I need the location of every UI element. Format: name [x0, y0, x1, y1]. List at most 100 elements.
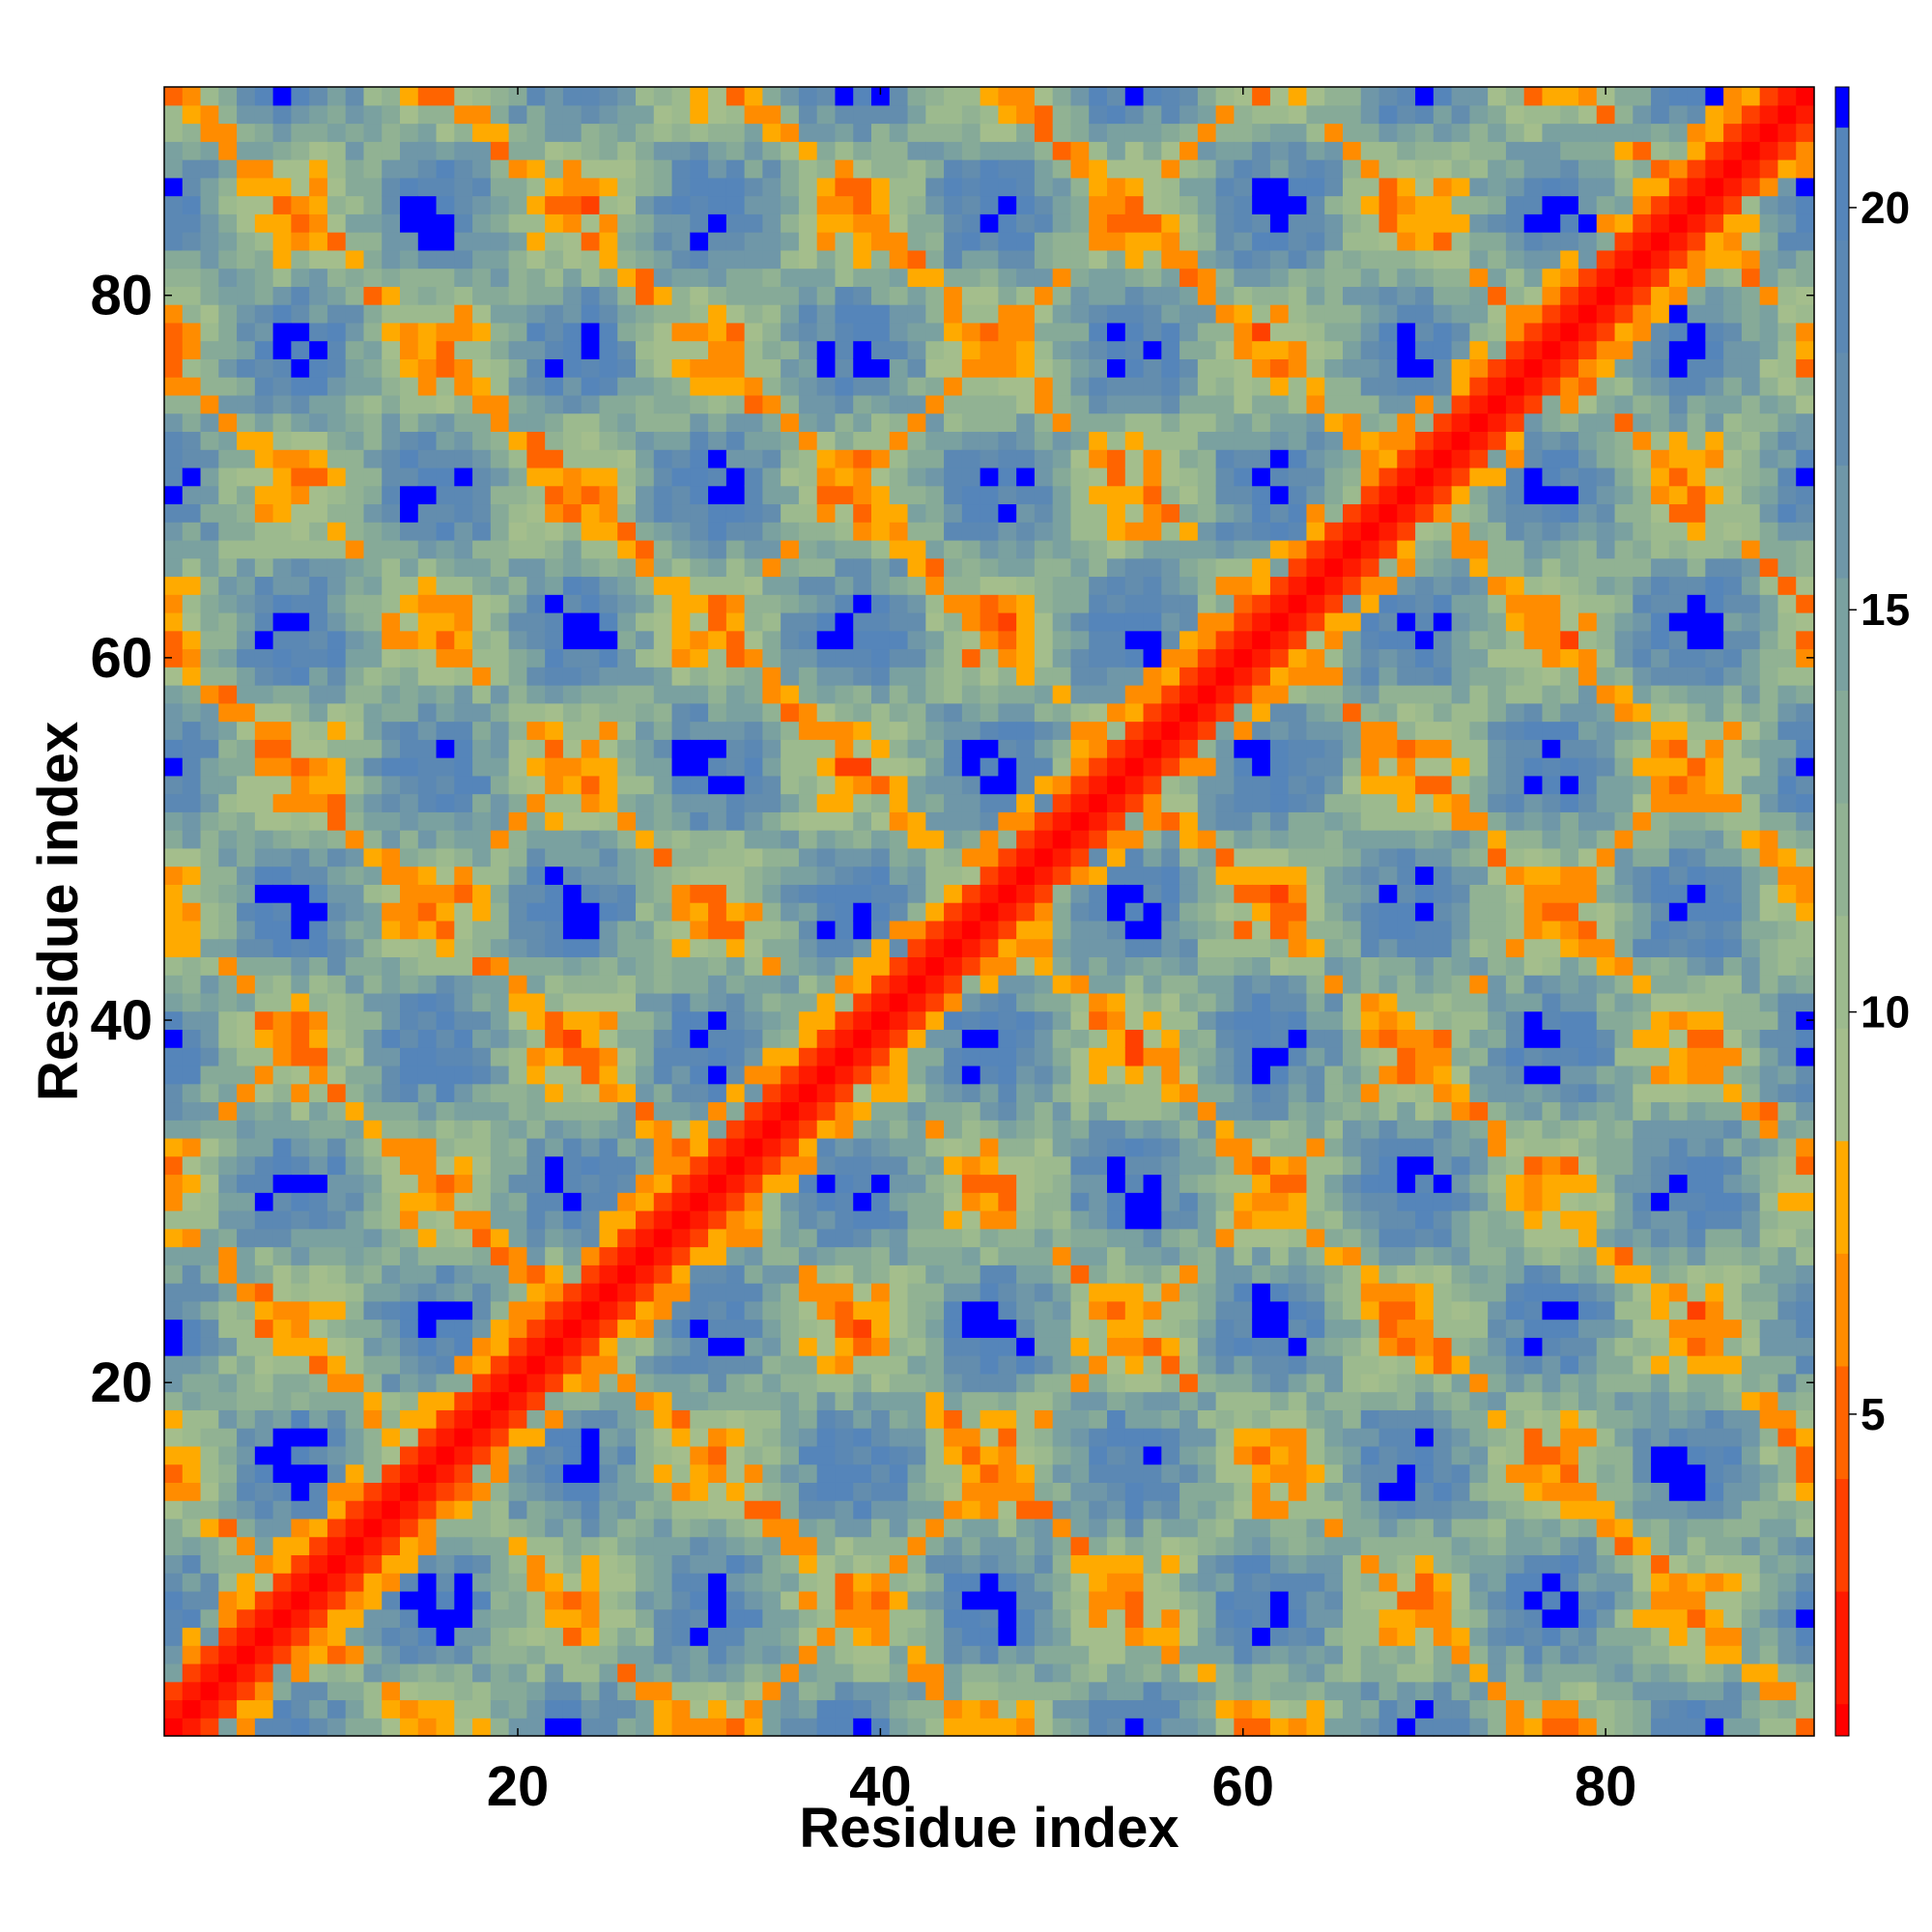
heatmap-cell: [708, 340, 727, 359]
heatmap-cell: [327, 358, 347, 378]
heatmap-cell: [653, 195, 673, 214]
heatmap-cell: [272, 449, 292, 469]
heatmap-cell: [182, 1192, 202, 1211]
heatmap-cell: [599, 503, 618, 523]
heatmap-cell: [400, 1264, 419, 1284]
heatmap-cell: [472, 1699, 492, 1719]
heatmap-cell: [708, 667, 727, 686]
heatmap-cell: [944, 1482, 963, 1501]
heatmap-cell: [218, 503, 238, 523]
heatmap-cell: [400, 1409, 419, 1429]
heatmap-cell: [835, 394, 854, 414]
heatmap-cell: [944, 811, 963, 831]
heatmap-cell: [291, 539, 310, 559]
heatmap-cell: [490, 721, 510, 740]
heatmap-cell: [944, 304, 963, 324]
heatmap-cell: [617, 485, 637, 505]
heatmap-cell: [781, 1718, 800, 1737]
heatmap-cell: [636, 1210, 655, 1230]
heatmap-cell: [254, 1120, 274, 1139]
heatmap-cell: [925, 503, 945, 523]
heatmap-cell: [798, 123, 818, 142]
heatmap-cell: [545, 1319, 564, 1338]
heatmap-cell: [636, 685, 655, 704]
heatmap-cell: [744, 920, 763, 940]
heatmap-cell: [382, 721, 401, 740]
heatmap-cell: [508, 884, 527, 903]
heatmap-cell: [454, 213, 473, 233]
heatmap-cell: [272, 902, 292, 922]
heatmap-cell: [472, 123, 492, 142]
heatmap-cell: [164, 1283, 184, 1302]
heatmap-cell: [1107, 557, 1126, 578]
heatmap-cell: [363, 1137, 383, 1157]
heatmap-cell: [490, 1319, 510, 1338]
heatmap-cell: [1016, 594, 1036, 613]
heatmap-cell: [907, 286, 926, 305]
heatmap-cell: [164, 539, 184, 559]
heatmap-cell: [744, 1137, 763, 1157]
heatmap-cell: [562, 1608, 582, 1629]
heatmap-cell: [254, 938, 274, 957]
heatmap-cell: [1034, 1608, 1054, 1629]
heatmap-cell: [218, 1210, 238, 1230]
heatmap-cell: [182, 1627, 202, 1646]
heatmap-cell: [237, 1718, 256, 1737]
heatmap-cell: [164, 249, 184, 270]
heatmap-cell: [690, 1718, 709, 1737]
heatmap-cell: [309, 920, 328, 940]
heatmap-cell: [363, 377, 383, 396]
heatmap-cell: [345, 1699, 365, 1719]
heatmap-cell: [1107, 213, 1126, 233]
heatmap-cell: [1143, 1120, 1162, 1139]
heatmap-cell: [708, 503, 727, 523]
heatmap-cell: [345, 576, 365, 595]
heatmap-cell: [1016, 1573, 1036, 1592]
heatmap-cell: [1016, 1718, 1036, 1737]
heatmap-cell: [653, 1463, 673, 1483]
heatmap-cell: [871, 159, 891, 179]
heatmap-cell: [291, 1283, 310, 1302]
heatmap-cell: [725, 304, 746, 324]
heatmap-cell: [309, 485, 328, 505]
heatmap-cell: [781, 1337, 800, 1356]
heatmap-cell: [526, 213, 546, 233]
heatmap-cell: [599, 1445, 618, 1465]
heatmap-cell: [436, 594, 455, 613]
heatmap-cell: [781, 286, 800, 305]
heatmap-cell: [436, 576, 455, 595]
heatmap-cell: [762, 1029, 781, 1048]
heatmap-cell: [998, 1083, 1017, 1103]
heatmap-cell: [889, 956, 909, 976]
heatmap-cell: [1124, 1391, 1145, 1410]
heatmap-cell: [327, 1029, 347, 1048]
heatmap-cell: [835, 412, 854, 433]
heatmap-cell: [998, 1210, 1017, 1230]
heatmap-cell: [472, 1029, 492, 1048]
heatmap-cell: [490, 1101, 510, 1121]
heatmap-cell: [309, 1662, 328, 1683]
heatmap-cell: [671, 87, 691, 106]
heatmap-cell: [781, 757, 800, 777]
heatmap-cell: [237, 1391, 256, 1410]
heatmap-cell: [835, 177, 854, 197]
heatmap-cell: [835, 1137, 854, 1157]
heatmap-cell: [1124, 340, 1145, 359]
heatmap-cell: [1143, 1699, 1162, 1719]
heatmap-cell: [545, 757, 564, 777]
heatmap-cell: [871, 1264, 891, 1284]
heatmap-cell: [835, 920, 854, 940]
heatmap-cell: [925, 594, 945, 613]
heatmap-cell: [725, 1463, 746, 1483]
heatmap-cell: [545, 503, 564, 523]
heatmap-cell: [925, 757, 945, 777]
heatmap-cell: [309, 685, 328, 704]
heatmap-cell: [526, 1283, 546, 1302]
heatmap-cell: [164, 195, 184, 214]
heatmap-cell: [1034, 159, 1054, 179]
heatmap-cell: [345, 195, 365, 214]
heatmap-cell: [762, 866, 781, 885]
heatmap-cell: [490, 213, 510, 233]
heatmap-cell: [472, 539, 492, 559]
heatmap-cell: [871, 304, 891, 324]
